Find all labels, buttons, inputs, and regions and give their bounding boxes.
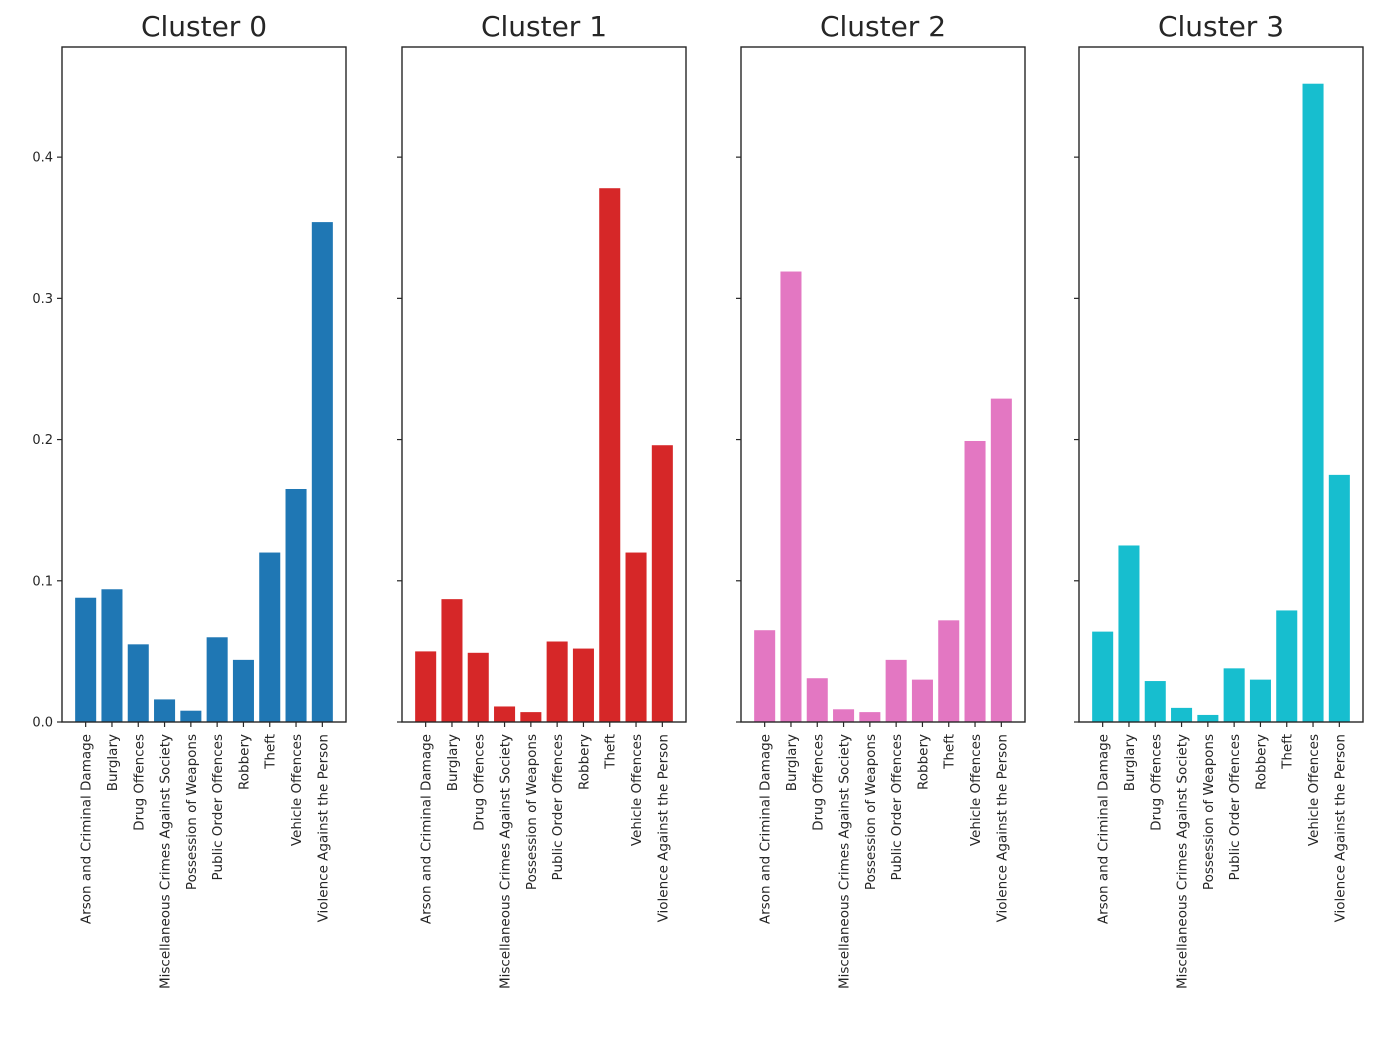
bar bbox=[1118, 545, 1140, 722]
x-tick-label: Theft bbox=[603, 734, 619, 770]
bar bbox=[1276, 610, 1298, 722]
x-tick-label: Burglary bbox=[445, 734, 461, 791]
x-tick-label: Miscellaneous Crimes Against Society bbox=[158, 734, 174, 989]
bar bbox=[494, 706, 516, 722]
panel-title: Cluster 2 bbox=[820, 10, 946, 43]
x-tick-label: Possession of Weapons bbox=[1201, 734, 1217, 890]
x-tick-label: Vehicle Offences bbox=[629, 734, 645, 846]
y-tick-label: 0.4 bbox=[32, 151, 53, 166]
x-tick-label: Theft bbox=[1280, 734, 1296, 770]
x-tick-label: Theft bbox=[263, 734, 279, 770]
bar bbox=[441, 599, 463, 722]
bar bbox=[651, 445, 673, 722]
bar bbox=[546, 641, 568, 722]
x-tick-label: Public Order Offences bbox=[889, 734, 905, 880]
bar bbox=[938, 620, 960, 722]
x-tick-label: Drug Offences bbox=[131, 734, 147, 831]
bar bbox=[625, 552, 647, 722]
bar bbox=[1302, 83, 1324, 723]
chart-panel-0: Cluster 0 0.0 0.1 0.2 0.3 0.4 Arson and Crimin… bbox=[32, 10, 347, 989]
bar bbox=[911, 679, 933, 722]
x-tick-label: Vehicle Offences bbox=[289, 734, 305, 846]
x-tick-label: Burglary bbox=[105, 734, 121, 791]
x-tick-label: Violence Against the Person bbox=[655, 734, 671, 922]
bar bbox=[127, 644, 149, 722]
bar bbox=[101, 589, 123, 722]
bar bbox=[180, 710, 202, 722]
bar bbox=[1144, 681, 1166, 722]
x-tick-label: Violence Against the Person bbox=[315, 734, 331, 922]
x-tick-label: Miscellaneous Crimes Against Society bbox=[1175, 734, 1191, 989]
x-tick-label: Drug Offences bbox=[810, 734, 826, 831]
x-tick-label: Public Order Offences bbox=[210, 734, 226, 880]
chart-panel-2: Cluster 2 Arson and Criminal Damage Burgla… bbox=[736, 10, 1026, 989]
x-tick-label: Possession of Weapons bbox=[863, 734, 879, 890]
bar bbox=[859, 712, 881, 722]
bar bbox=[1171, 707, 1193, 722]
axes-frame bbox=[740, 46, 1026, 723]
bar bbox=[990, 398, 1012, 722]
panel-title: Cluster 1 bbox=[481, 10, 607, 43]
bar bbox=[520, 712, 542, 722]
panel-title: Cluster 0 bbox=[141, 10, 267, 43]
x-tick-label: Public Order Offences bbox=[550, 734, 566, 880]
y-tick-label: 0.0 bbox=[32, 716, 53, 731]
chart-panel-1: Cluster 1 Arson and Criminal Damage Burgla… bbox=[397, 10, 687, 989]
x-tick-label: Burglary bbox=[784, 734, 800, 791]
bar bbox=[1328, 474, 1350, 722]
x-tick-label: Arson and Criminal Damage bbox=[79, 734, 95, 924]
bar bbox=[1249, 679, 1271, 722]
bar bbox=[780, 271, 802, 722]
bar bbox=[599, 188, 621, 723]
axes-frame bbox=[401, 46, 687, 723]
x-tick-label: Violence Against the Person bbox=[1332, 734, 1348, 922]
bar bbox=[415, 651, 437, 722]
x-tick-label: Miscellaneous Crimes Against Society bbox=[498, 734, 514, 989]
x-tick-label: Robbery bbox=[236, 734, 252, 790]
bar bbox=[285, 488, 307, 722]
chart-panel-3: Cluster 3 Arson and Criminal Damage Burgla… bbox=[1074, 10, 1364, 989]
y-tick-label: 0.2 bbox=[32, 433, 53, 448]
x-tick-label: Possession of Weapons bbox=[524, 734, 540, 890]
bar bbox=[154, 699, 176, 722]
bar bbox=[572, 648, 594, 722]
bar bbox=[1223, 668, 1245, 722]
x-tick-label: Vehicle Offences bbox=[968, 734, 984, 846]
x-tick-label: Arson and Criminal Damage bbox=[419, 734, 435, 924]
x-tick-label: Robbery bbox=[1253, 734, 1269, 790]
bar bbox=[885, 659, 907, 722]
bar bbox=[232, 659, 254, 722]
x-tick-label: Drug Offences bbox=[1148, 734, 1164, 831]
y-tick-label: 0.1 bbox=[32, 574, 53, 589]
bar bbox=[467, 652, 489, 722]
bar bbox=[75, 597, 97, 722]
x-tick-label: Arson and Criminal Damage bbox=[758, 734, 774, 924]
bar bbox=[259, 552, 281, 722]
x-tick-label: Public Order Offences bbox=[1227, 734, 1243, 880]
x-tick-label: Burglary bbox=[1122, 734, 1138, 791]
bar bbox=[1092, 631, 1114, 722]
bar bbox=[964, 440, 986, 722]
bar bbox=[1197, 714, 1219, 722]
bar bbox=[311, 222, 333, 722]
x-tick-label: Robbery bbox=[576, 734, 592, 790]
bar bbox=[833, 709, 855, 722]
x-tick-label: Vehicle Offences bbox=[1306, 734, 1322, 846]
x-tick-label: Theft bbox=[942, 734, 958, 770]
x-tick-label: Miscellaneous Crimes Against Society bbox=[837, 734, 853, 989]
axes-frame bbox=[61, 46, 347, 723]
bar bbox=[754, 630, 776, 722]
bar bbox=[206, 637, 228, 722]
x-tick-label: Arson and Criminal Damage bbox=[1096, 734, 1112, 924]
x-tick-label: Violence Against the Person bbox=[994, 734, 1010, 922]
axes-frame bbox=[1078, 46, 1364, 723]
x-tick-label: Robbery bbox=[915, 734, 931, 790]
panel-title: Cluster 3 bbox=[1158, 10, 1284, 43]
y-tick-label: 0.3 bbox=[32, 292, 53, 307]
bar bbox=[806, 678, 828, 722]
x-tick-label: Drug Offences bbox=[471, 734, 487, 831]
x-tick-label: Possession of Weapons bbox=[184, 734, 200, 890]
